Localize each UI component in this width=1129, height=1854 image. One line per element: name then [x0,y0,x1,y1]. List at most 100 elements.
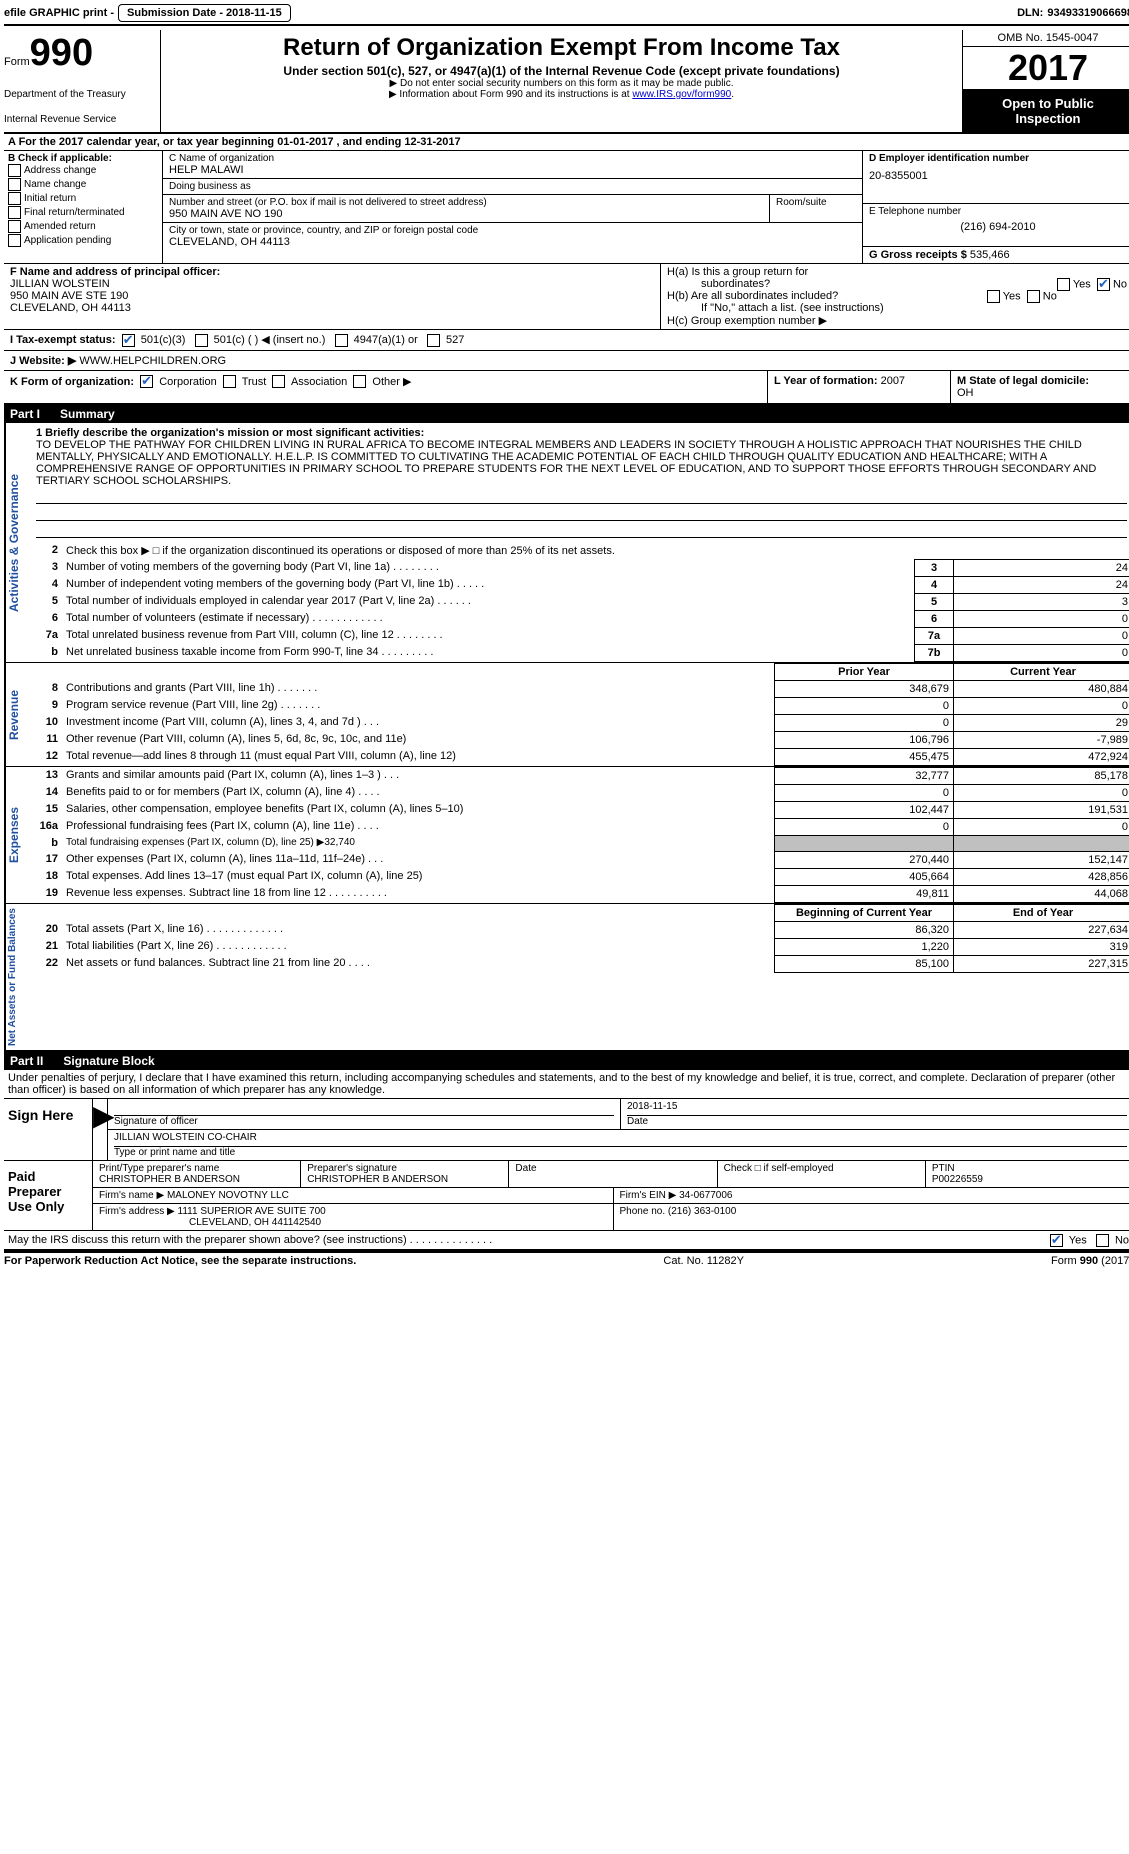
section-k-l-m: K Form of organization: Corporation Trus… [4,371,1129,405]
section-j: J Website: ▶ WWW.HELPCHILDREN.ORG [4,351,1129,371]
city-state-zip: CLEVELAND, OH 44113 [169,236,856,248]
section-b: B Check if applicable: Address change Na… [4,151,163,263]
officer-addr1: 950 MAIN AVE STE 190 [10,290,654,302]
paid-preparer-row: Paid Preparer Use Only Print/Type prepar… [4,1161,1129,1231]
officer-print-name: JILLIAN WOLSTEIN CO-CHAIR [114,1132,1127,1147]
table-row: 14Benefits paid to or for members (Part … [30,784,1129,801]
dept-irs: Internal Revenue Service [4,114,154,125]
officer-name: JILLIAN WOLSTEIN [10,278,654,290]
dln-label: DLN: [1017,7,1043,19]
website: WWW.HELPCHILDREN.ORG [79,355,226,367]
governance-table: 2Check this box ▶ □ if the organization … [30,542,1129,662]
check-application-pending[interactable]: Application pending [8,234,158,247]
table-row: 12Total revenue—add lines 8 through 11 (… [30,748,1129,765]
officer-group-block: F Name and address of principal officer:… [4,264,1129,330]
revenue-label: Revenue [4,663,30,766]
501c-check[interactable] [195,334,208,347]
discuss-no[interactable] [1096,1234,1109,1247]
form-note-2: ▶ Information about Form 990 and its ins… [167,89,956,100]
table-row: 18Total expenses. Add lines 13–17 (must … [30,868,1129,885]
table-row: 17Other expenses (Part IX, column (A), l… [30,851,1129,868]
phone: (216) 694-2010 [869,221,1127,233]
firm-name: MALONEY NOVOTNY LLC [167,1190,289,1201]
form-subtitle: Under section 501(c), 527, or 4947(a)(1)… [167,64,956,78]
k-other[interactable] [353,375,366,388]
k-association[interactable] [272,375,285,388]
table-row: 13Grants and similar amounts paid (Part … [30,767,1129,784]
year-formation: 2007 [881,375,905,387]
preparer-name: CHRISTOPHER B ANDERSON [99,1174,294,1185]
preparer-signature: CHRISTOPHER B ANDERSON [307,1174,502,1185]
section-d-e-g: D Employer identification number 20-8355… [862,151,1129,263]
form-note-1: ▶ Do not enter social security numbers o… [167,78,956,89]
omb-number: OMB No. 1545-0047 [963,30,1129,47]
check-name-change[interactable]: Name change [8,178,158,191]
check-initial-return[interactable]: Initial return [8,192,158,205]
table-row: 16aProfessional fundraising fees (Part I… [30,818,1129,835]
ha-no[interactable] [1097,278,1110,291]
top-bar: efile GRAPHIC print - Submission Date - … [4,4,1129,26]
table-row: 4Number of independent voting members of… [30,576,1129,593]
netassets-table: Beginning of Current YearEnd of Year 20T… [30,904,1129,973]
tax-year: 2017 [963,47,1129,90]
table-row: 9Program service revenue (Part VIII, lin… [30,697,1129,714]
efile-label: efile GRAPHIC print - [4,7,114,19]
netassets-label: Net Assets or Fund Balances [4,904,30,1050]
declaration-text: Under penalties of perjury, I declare th… [4,1070,1129,1099]
table-row: 19Revenue less expenses. Subtract line 1… [30,885,1129,902]
table-row: 6Total number of volunteers (estimate if… [30,610,1129,627]
sign-here-row: Sign Here ▶ Signature of officer 2018-11… [4,1099,1129,1161]
check-address-change[interactable]: Address change [8,164,158,177]
discuss-row: May the IRS discuss this return with the… [4,1231,1129,1251]
form-header: Form990 Department of the Treasury Inter… [4,30,1129,134]
table-row: 3Number of voting members of the governi… [30,559,1129,576]
page-footer: For Paperwork Reduction Act Notice, see … [4,1251,1129,1267]
firm-ein: 34-0677006 [679,1190,732,1201]
form-title: Return of Organization Exempt From Incom… [167,34,956,62]
revenue-table: Prior YearCurrent Year 8Contributions an… [30,663,1129,766]
submission-date-button[interactable]: Submission Date - 2018-11-15 [118,4,291,22]
check-amended-return[interactable]: Amended return [8,220,158,233]
table-row: 20Total assets (Part X, line 16) . . . .… [30,921,1129,938]
officer-addr2: CLEVELAND, OH 44113 [10,302,654,314]
table-row: bTotal fundraising expenses (Part IX, co… [30,835,1129,851]
table-row: 8Contributions and grants (Part VIII, li… [30,680,1129,697]
501c3-check[interactable] [122,334,135,347]
check-final-return[interactable]: Final return/terminated [8,206,158,219]
firm-address: 1111 SUPERIOR AVE SUITE 700 [178,1206,326,1217]
table-row: 15Salaries, other compensation, employee… [30,801,1129,818]
527-check[interactable] [427,334,440,347]
k-corporation[interactable] [140,375,153,388]
k-trust[interactable] [223,375,236,388]
table-row: 7aTotal unrelated business revenue from … [30,627,1129,644]
org-name: HELP MALAWI [169,164,856,176]
hb-no[interactable] [1027,290,1040,303]
discuss-yes[interactable] [1050,1234,1063,1247]
ha-yes[interactable] [1057,278,1070,291]
street-address: 950 MAIN AVE NO 190 [169,208,763,220]
gross-receipts: 535,466 [970,249,1010,261]
form990-link[interactable]: www.IRS.gov/form990 [632,89,731,100]
firm-city: CLEVELAND, OH 441142540 [99,1217,321,1228]
table-row: 21Total liabilities (Part X, line 26) . … [30,938,1129,955]
dln-value: 93493319066698 [1047,7,1129,19]
section-f: F Name and address of principal officer:… [4,264,661,329]
4947-check[interactable] [335,334,348,347]
table-row: bNet unrelated business taxable income f… [30,644,1129,661]
table-row: 5Total number of individuals employed in… [30,593,1129,610]
section-c: C Name of organization HELP MALAWI Doing… [163,151,862,263]
expenses-label: Expenses [4,767,30,903]
part-2-header: Part II Signature Block [4,1052,1129,1070]
form-number: 990 [30,32,93,74]
table-row: 10Investment income (Part VIII, column (… [30,714,1129,731]
hb-yes[interactable] [987,290,1000,303]
ptin: P00226559 [932,1174,1127,1185]
table-row: 11Other revenue (Part VIII, column (A), … [30,731,1129,748]
part-1-header: Part I Summary [4,405,1129,423]
dept-treasury: Department of the Treasury [4,89,154,100]
section-h: H(a) Is this a group return for subordin… [661,264,1129,329]
sig-date: 2018-11-15 [627,1101,1127,1116]
table-row: 22Net assets or fund balances. Subtract … [30,955,1129,972]
section-i: I Tax-exempt status: 501(c)(3) 501(c) ( … [4,330,1129,351]
identification-block: B Check if applicable: Address change Na… [4,151,1129,264]
